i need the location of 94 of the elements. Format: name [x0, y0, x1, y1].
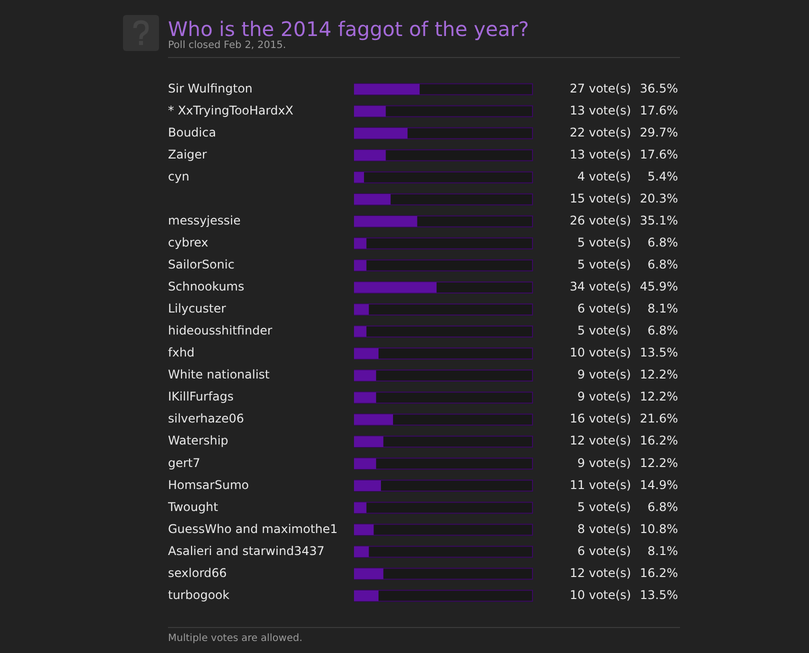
data-label: 22 vote(s) — [570, 125, 631, 140]
y-tick-label: silverhaze06 — [168, 412, 244, 426]
y-tick-label: Lilycuster — [168, 302, 226, 316]
bar — [354, 458, 376, 469]
text: 29.7% — [640, 125, 678, 140]
data-label: 5 vote(s) — [577, 324, 631, 338]
text: 8.1% — [648, 544, 678, 558]
text: 36.5% — [640, 81, 678, 96]
data-label: 11 vote(s) — [570, 478, 631, 492]
text: 16.2% — [640, 434, 678, 448]
text: 5.4% — [648, 169, 678, 184]
y-tick-label: messyjessie — [168, 213, 241, 228]
y-tick-label: GuessWho and maximothe1 — [168, 522, 338, 536]
data-label: 6 vote(s) — [577, 544, 631, 558]
text: 17.6% — [640, 147, 678, 162]
data-label: 9 vote(s) — [577, 390, 631, 404]
data-label: 4 vote(s) — [577, 169, 631, 184]
chart-title: Who is the 2014 faggot of the year? — [168, 17, 529, 41]
data-label: 5 vote(s) — [577, 500, 631, 514]
y-tick-label: Twought — [167, 500, 218, 514]
y-tick-label: Asalieri and starwind3437 — [168, 544, 324, 558]
y-tick-label: Zaiger — [168, 147, 207, 162]
y-tick-label: sexlord66 — [168, 566, 227, 580]
data-label: 9 vote(s) — [577, 368, 631, 382]
text: Multiple votes are allowed. — [168, 633, 302, 644]
text: Poll closed Feb 2, 2015. — [168, 40, 286, 51]
text: 45.9% — [640, 280, 678, 294]
text: 6.8% — [648, 236, 678, 250]
bar — [354, 480, 381, 491]
text: 12.2% — [640, 390, 678, 404]
y-tick-label: White nationalist — [168, 368, 270, 382]
data-label: 15 vote(s) — [570, 191, 631, 206]
y-tick-label: Sir Wulfington — [168, 81, 253, 96]
data-label: 13 vote(s) — [570, 147, 631, 162]
y-tick-label: IKillFurfags — [168, 390, 234, 404]
text: 12.2% — [640, 368, 678, 382]
text: 14.9% — [640, 478, 678, 492]
text: 13.5% — [640, 346, 678, 360]
y-tick-label: fxhd — [168, 346, 195, 360]
data-label: 26 vote(s) — [570, 213, 631, 228]
data-label: 5 vote(s) — [577, 236, 631, 250]
data-label: 9 vote(s) — [577, 456, 631, 470]
text: 16.2% — [640, 566, 678, 580]
text: 21.6% — [640, 412, 678, 426]
bar — [354, 568, 384, 580]
text: 6.8% — [648, 324, 678, 338]
y-tick-label: hideousshitfinder — [168, 324, 272, 338]
bar — [354, 326, 366, 337]
data-label: 8 vote(s) — [577, 522, 631, 536]
bar — [354, 524, 374, 536]
data-label: 6 vote(s) — [577, 302, 631, 316]
text: 12.2% — [640, 456, 678, 470]
data-label: 12 vote(s) — [570, 566, 631, 580]
y-tick-label: turbogook — [168, 588, 230, 602]
bar — [354, 414, 394, 425]
text: 35.1% — [640, 213, 678, 228]
bar — [354, 150, 386, 161]
y-tick-label: Watership — [168, 434, 228, 448]
bar — [354, 436, 384, 447]
data-label: 10 vote(s) — [570, 346, 631, 360]
text: 10.8% — [640, 522, 678, 536]
text: 20.3% — [640, 191, 678, 206]
y-tick-label: * XxTryingTooHardxX — [168, 103, 294, 118]
bar — [354, 392, 376, 403]
text: 6.8% — [648, 258, 678, 272]
text: 17.6% — [640, 103, 678, 118]
y-tick-label: HomsarSumo — [168, 478, 249, 492]
data-label: 16 vote(s) — [570, 412, 631, 426]
bar — [354, 348, 379, 359]
data-label: 5 vote(s) — [577, 258, 631, 272]
bar — [354, 304, 369, 315]
bar — [354, 546, 369, 558]
text: 6.8% — [648, 500, 678, 514]
y-tick-label: cybrex — [168, 236, 208, 250]
bar — [354, 194, 391, 205]
bar — [354, 260, 366, 271]
text: 13.5% — [640, 588, 678, 602]
data-label: 10 vote(s) — [570, 588, 631, 602]
bar — [354, 370, 376, 381]
y-tick-label: Boudica — [168, 125, 216, 140]
y-tick-label: cyn — [168, 169, 190, 184]
y-tick-label: Schnookums — [168, 280, 244, 294]
bar — [354, 502, 366, 514]
text: 8.1% — [648, 302, 678, 316]
bar — [354, 590, 379, 602]
bar — [354, 106, 386, 117]
y-tick-label: gert7 — [168, 456, 200, 470]
bar — [354, 238, 366, 249]
bar — [354, 172, 364, 183]
data-label: 27 vote(s) — [570, 81, 631, 96]
y-tick-label: SailorSonic — [168, 258, 234, 272]
data-label: 12 vote(s) — [570, 434, 631, 448]
data-label: 13 vote(s) — [570, 103, 631, 118]
data-label: 34 vote(s) — [570, 280, 631, 294]
